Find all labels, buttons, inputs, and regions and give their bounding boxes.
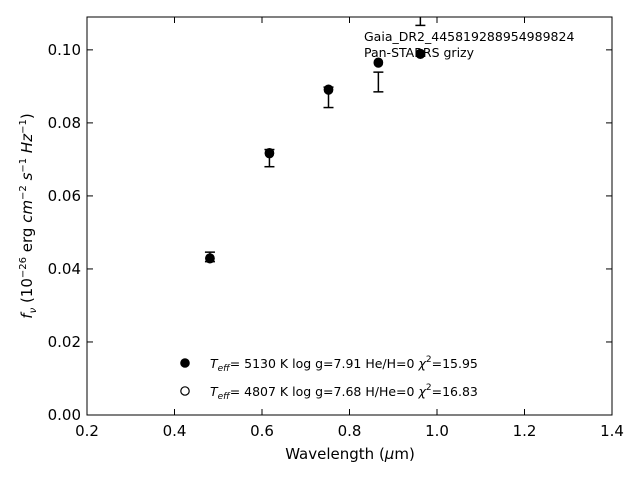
x-tick-label: 0.8	[338, 422, 362, 440]
y-axis: 0.00 0.02 0.04 0.06 0.08 0.10	[48, 41, 612, 424]
model-point-open	[264, 148, 275, 159]
y-tick-label: 0.08	[48, 114, 81, 132]
model-point-open	[205, 253, 215, 264]
model-point-open	[323, 85, 334, 95]
annotation-survey: Pan-STARRS grizy	[364, 45, 475, 60]
legend-marker	[180, 358, 190, 368]
x-axis-label: Wavelength (μm)	[285, 445, 415, 463]
legend-label: Teff= 4807 K log g=7.68 H/He=0 χ2=16.83	[210, 383, 478, 402]
y-tick-label: 0.04	[48, 260, 81, 278]
y-tick-label: 0.02	[48, 333, 81, 351]
y-tick-label: 0.00	[48, 406, 81, 424]
legend-entry: Teff= 4807 K log g=7.68 H/He=0 χ2=16.83	[180, 383, 478, 402]
x-tick-label: 1.4	[600, 422, 624, 440]
y-axis-label: fν (10−26 erg cm−2 s−1 Hz−1)	[18, 113, 39, 318]
annotation-object-name: Gaia_DR2_445819288954989824	[364, 29, 574, 44]
model-point-open	[373, 58, 384, 68]
x-tick-label: 0.4	[163, 422, 187, 440]
legend-label: Teff= 5130 K log g=7.91 He/H=0 χ2=15.95	[210, 355, 478, 374]
legend-entry: Teff= 5130 K log g=7.91 He/H=0 χ2=15.95	[180, 355, 478, 374]
legend: Teff= 5130 K log g=7.91 He/H=0 χ2=15.95 T…	[180, 355, 478, 402]
x-tick-label: 0.6	[250, 422, 274, 440]
x-tick-label: 1.0	[425, 422, 449, 440]
x-tick-label: 0.2	[75, 422, 99, 440]
model-point-open	[415, 49, 426, 60]
observed-errorbar	[415, 17, 426, 27]
y-tick-label: 0.10	[48, 41, 81, 59]
x-axis: 0.2 0.4 0.6 0.8 1.0 1.2 1.4	[75, 17, 624, 440]
legend-marker	[180, 386, 190, 396]
model-points	[205, 48, 426, 264]
x-tick-label: 1.2	[513, 422, 537, 440]
observed-errorbar	[373, 71, 384, 93]
y-tick-label: 0.06	[48, 187, 81, 205]
